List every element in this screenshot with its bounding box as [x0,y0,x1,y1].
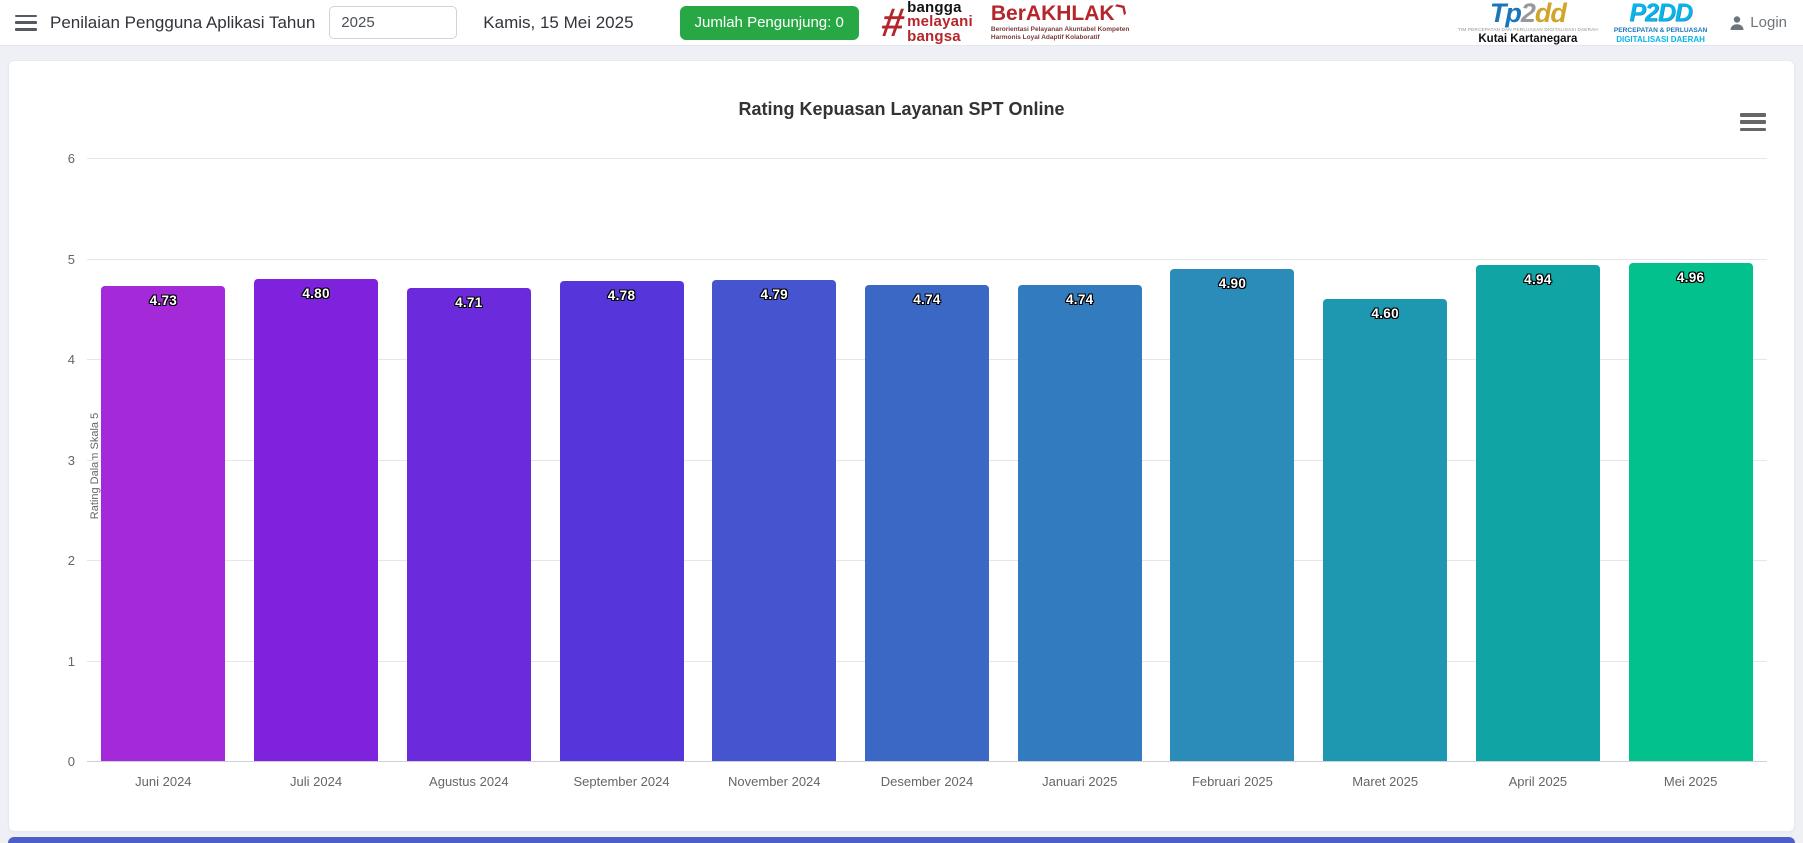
x-axis-label: Maret 2025 [1352,774,1419,789]
p2dd-line1: PERCEPATAN & PERLUASAN [1613,27,1708,35]
plot-area: Rating Dalam Skala 5 0 1 2 3 4 5 6 4.73 Juni 202… [68,151,1767,789]
bar-maret-2025[interactable] [1323,298,1448,761]
bar-value-label: 4.74 [913,291,941,307]
bar-juni-2024[interactable] [101,285,226,761]
tp2dd-kukar-logo: Tp2dd TIM PERCEPATAN DAN PERLUASAN DIGIT… [1458,0,1598,45]
berakhlak-logo: BerAKHLAK❯ Berorientasi Pelayanan Akunta… [990,0,1130,41]
chart-card: Rating Kepuasan Layanan SPT Online Ratin… [8,60,1795,832]
x-axis-label: Juli 2024 [290,774,343,789]
gridline [87,158,1767,159]
y-axis-tick-label: 1 [67,653,75,669]
berakhlak-subtitle-1: Berorientasi Pelayanan Akuntabel Kompete… [990,26,1130,33]
berakhlak-title: BerAKHLAK [990,2,1115,25]
login-label: Login [1750,14,1787,31]
x-axis-line [87,761,1767,762]
bar-value-label: 4.94 [1524,271,1552,287]
x-axis-label: September 2024 [573,774,670,789]
bar-september-2024[interactable] [559,280,684,761]
x-axis-label: Mei 2025 [1663,774,1718,789]
bar-mei-2025[interactable] [1628,262,1753,761]
y-axis-tick-label: 3 [67,452,75,468]
bar-value-label: 4.74 [1065,291,1094,307]
current-date: Kamis, 15 Mei 2025 [483,12,634,32]
bar-februari-2025[interactable] [1170,268,1295,761]
bar-november-2024[interactable] [712,279,837,761]
chart-title: Rating Kepuasan Layanan SPT Online [738,99,1065,119]
p2dd-text: P2DD [1629,0,1693,28]
tp2dd-tagline: TIM PERCEPATAN DAN PERLUASAN DIGITALISAS… [1457,26,1598,32]
rating-chart: Rating Kepuasan Layanan SPT Online Ratin… [9,61,1794,831]
bar-juli-2024[interactable] [254,278,379,761]
visitor-count-button[interactable]: Jumlah Pengunjung: 0 [679,5,859,40]
bar-desember-2024[interactable] [865,284,989,761]
y-axis-tick-label: 6 [67,151,75,166]
x-axis-label: April 2025 [1508,774,1568,789]
bangga-melayani-bangsa-logo: # bangga melayani bangsa [882,0,973,46]
sidebar-toggle-icon[interactable] [15,14,37,31]
y-axis-tick-label: 4 [67,352,75,367]
x-axis-label: Agustus 2024 [429,774,509,789]
berakhlak-subtitle-2: Harmonis Loyal Adaptif Kolaboratif [990,33,1100,41]
bar-agustus-2024[interactable] [406,287,531,761]
p2dd-logo: P2DD PERCEPATAN & PERLUASAN DIGITALISASI… [1614,1,1707,44]
tp2dd-text-gray: 2 [1520,0,1536,28]
melayani-word: melayani [907,13,973,31]
bar-januari-2025[interactable] [1017,284,1142,761]
hashtag-icon: # [881,0,908,45]
top-navbar: Penilaian Pengguna Aplikasi Tahun Kamis,… [0,0,1803,46]
bar-value-label: 4.80 [302,285,330,301]
x-axis-label: Februari 2025 [1191,774,1273,789]
x-axis-label: Desember 2024 [880,774,974,789]
login-button[interactable]: Login [1729,14,1787,31]
tp2dd-text-gold: dd [1534,0,1567,28]
y-axis-title: Rating Dalam Skala 5 [89,412,102,519]
user-icon [1730,15,1744,30]
bar-value-label: 4.78 [607,287,636,303]
gridline [87,258,1767,260]
bar-value-label: 4.96 [1676,269,1705,285]
bar-value-label: 4.79 [760,286,788,302]
tp2dd-region: Kutai Kartanegara [1478,32,1578,45]
x-axis-label: Juni 2024 [135,774,192,789]
bar-april-2025[interactable] [1475,264,1600,761]
bar-value-label: 4.71 [455,294,483,310]
y-axis-tick-label: 5 [67,251,75,267]
y-axis-tick-label: 2 [67,553,75,568]
bar-value-label: 4.90 [1218,275,1247,291]
tp2dd-text-blue: Tp [1489,0,1522,28]
p2dd-line2: DIGITALISASI DAERAH [1616,34,1705,44]
year-input[interactable] [329,6,458,39]
chart-context-menu-button[interactable] [1740,111,1766,133]
bar-value-label: 4.73 [149,292,178,308]
y-axis-tick-label: 0 [67,754,75,769]
x-axis-label: November 2024 [728,774,821,789]
bar-value-label: 4.60 [1371,305,1399,321]
next-section-top-edge [8,837,1795,843]
x-axis-label: Januari 2025 [1042,774,1118,789]
page-title: Penilaian Pengguna Aplikasi Tahun [50,12,316,32]
bangsa-word: bangsa [907,27,961,45]
bangga-word: bangga [907,0,962,16]
